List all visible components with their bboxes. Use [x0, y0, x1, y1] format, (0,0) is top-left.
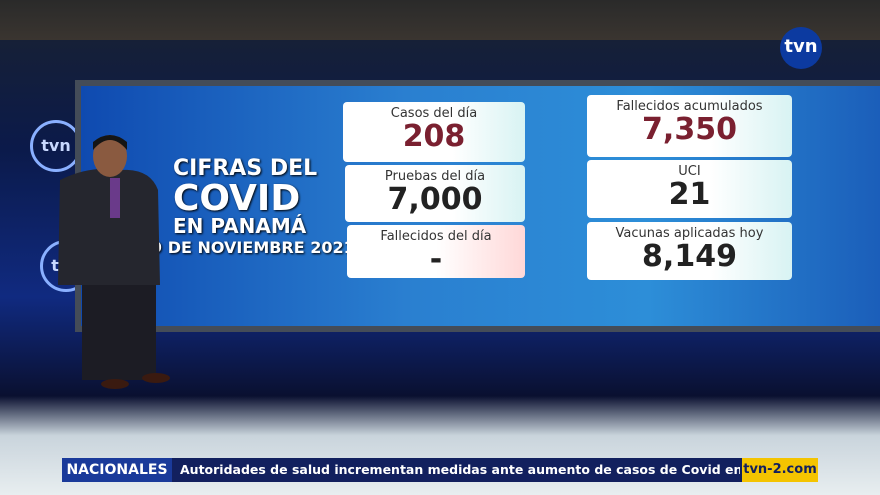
stat-card: Casos del día 208: [343, 102, 525, 162]
stat-value: 7,000: [387, 182, 483, 217]
screen-title: COVID: [173, 178, 301, 219]
stat-value: 21: [668, 177, 711, 212]
stat-label: Casos del día: [390, 106, 478, 121]
channel-logo: tvn: [780, 27, 822, 69]
stat-card: Fallecidos acumulados 7,350: [587, 95, 792, 157]
stat-value: 8,149: [642, 239, 737, 274]
stat-label: Pruebas del día: [384, 169, 486, 184]
screen-date: 9 DE NOVIEMBRE 2021: [151, 238, 355, 257]
stat-value: 208: [402, 119, 466, 154]
ticker-headline: Autoridades de salud incrementan medidas…: [180, 462, 740, 477]
ceiling: [0, 0, 880, 40]
screen-title: EN PANAMÁ: [173, 214, 307, 238]
stat-label: Vacunas aplicadas hoy: [615, 226, 764, 241]
stat-card: UCI 21: [587, 160, 792, 218]
ticker-section: NACIONALES: [62, 458, 172, 482]
stat-card: Fallecidos del día -: [347, 225, 525, 278]
stat-value: 7,350: [642, 112, 737, 147]
stat-label: UCI: [678, 164, 701, 179]
video-wall: CIFRAS DEL COVID EN PANAMÁ 9 DE NOVIEMBR…: [75, 80, 880, 332]
stat-card: Vacunas aplicadas hoy 8,149: [587, 222, 792, 280]
screen-title: CIFRAS DEL: [173, 156, 318, 181]
stat-card: Pruebas del día 7,000: [345, 165, 525, 222]
ticker-site: tvn-2.com: [742, 458, 818, 482]
stat-label: Fallecidos acumulados: [616, 99, 763, 114]
stat-value: -: [429, 242, 443, 277]
stat-label: Fallecidos del día: [380, 229, 492, 244]
news-ticker: NACIONALES Autoridades de salud incremen…: [62, 458, 818, 482]
